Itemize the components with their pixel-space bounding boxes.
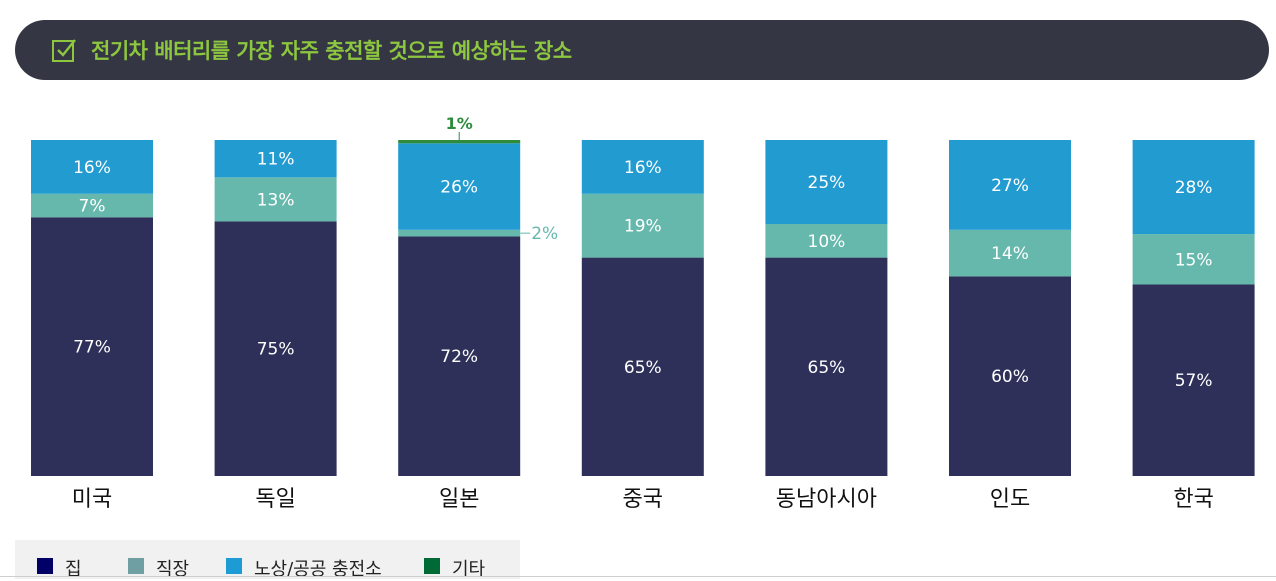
data-label: 26% xyxy=(440,178,478,198)
legend-swatch xyxy=(37,558,53,574)
bar-segment xyxy=(1132,140,1255,235)
data-label: 65% xyxy=(808,358,846,378)
page-title: 전기차 배터리를 가장 자주 충전할 것으로 예상하는 장소 xyxy=(91,39,572,63)
bar-segment xyxy=(1132,234,1255,285)
bar-segment xyxy=(214,221,337,476)
checkbox-icon xyxy=(51,37,77,63)
data-label: 11% xyxy=(257,150,295,170)
bar-segment xyxy=(398,143,521,230)
legend-swatch xyxy=(424,558,440,574)
data-label: 1% xyxy=(446,114,473,133)
divider xyxy=(0,576,1276,577)
bar-segment xyxy=(214,177,337,222)
bar-segment xyxy=(581,140,704,194)
data-label: 16% xyxy=(624,158,662,178)
data-label: 65% xyxy=(624,358,662,378)
bar-segment xyxy=(581,257,704,476)
data-label: 14% xyxy=(991,244,1029,264)
data-label: 77% xyxy=(73,338,111,358)
data-label: 75% xyxy=(257,340,295,360)
category-label: 일본 xyxy=(439,487,479,512)
data-label: 7% xyxy=(79,197,106,217)
legend-label: 직장 xyxy=(156,559,190,580)
data-label: 13% xyxy=(257,190,295,210)
data-label: 28% xyxy=(1175,178,1213,198)
data-label: 72% xyxy=(440,347,478,367)
legend-swatch xyxy=(226,558,242,574)
data-label: 60% xyxy=(991,367,1029,387)
legend-swatch xyxy=(128,558,144,574)
data-label: 10% xyxy=(808,232,846,252)
bar-segment xyxy=(949,140,1071,230)
bar-segment xyxy=(398,229,521,237)
category-label: 한국 xyxy=(1173,487,1213,512)
category-label: 중국 xyxy=(623,487,663,512)
data-label: 16% xyxy=(73,158,111,178)
bar-segment xyxy=(765,224,888,258)
bar-segment xyxy=(1132,284,1255,476)
data-label: 15% xyxy=(1175,250,1213,270)
bar-segment xyxy=(765,140,888,224)
category-label: 독일 xyxy=(255,487,295,512)
bar-segment xyxy=(31,193,153,218)
stacked-bar-chart: 77% 7% 16% 미국 75% 13% 11% 독일 72% 2% 26% 1% 일본 65% 19% 1… xyxy=(31,114,1255,512)
category-label: 미국 xyxy=(72,487,112,512)
bar-segment xyxy=(398,140,521,144)
bar-segment xyxy=(949,229,1071,277)
legend-label: 노상/공공 충전소 xyxy=(254,559,382,580)
bar-segment xyxy=(31,140,153,194)
bar-segment xyxy=(949,276,1071,476)
legend-label: 기타 xyxy=(452,559,486,580)
data-label: 19% xyxy=(624,217,662,237)
bar-segment xyxy=(31,217,153,476)
bar-segment xyxy=(214,140,337,178)
data-label: 25% xyxy=(808,173,846,193)
category-label: 동남아시아 xyxy=(776,487,877,512)
bar-segment xyxy=(398,236,521,476)
chart-legend: 집 직장 노상/공공 충전소 기타 xyxy=(15,540,520,580)
legend-label: 집 xyxy=(65,559,82,580)
data-label: 57% xyxy=(1175,371,1213,391)
data-label: 27% xyxy=(991,176,1029,196)
category-label: 인도 xyxy=(990,487,1030,512)
data-label: 2% xyxy=(531,224,558,244)
bar-segment xyxy=(581,193,704,258)
bar-segment xyxy=(765,257,888,476)
chart-title-bar: 전기차 배터리를 가장 자주 충전할 것으로 예상하는 장소 xyxy=(15,20,1269,80)
